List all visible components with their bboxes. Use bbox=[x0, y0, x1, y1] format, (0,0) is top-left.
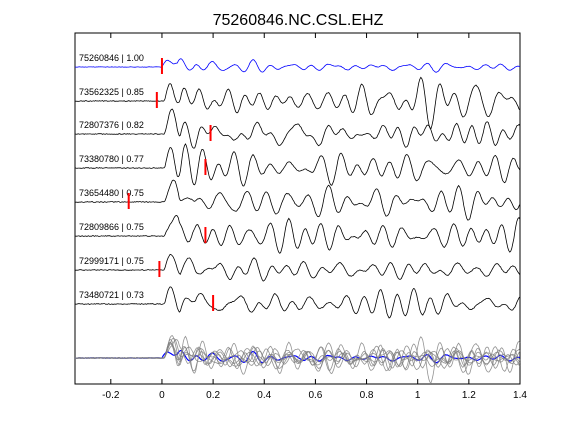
overlay-line-8 bbox=[74, 342, 521, 372]
x-tick-label-7: 1 bbox=[415, 390, 421, 401]
x-tick-label-4: 0.4 bbox=[257, 390, 271, 401]
plot-area bbox=[74, 32, 521, 385]
trace-line-1 bbox=[74, 58, 521, 73]
trace-line-4 bbox=[74, 143, 521, 187]
x-tick-label-5: 0.6 bbox=[308, 390, 322, 401]
x-tick-label-9: 1.4 bbox=[513, 390, 527, 401]
trace-label-5: 73654480 | 0.75 bbox=[79, 188, 144, 198]
stack-overlay-group bbox=[74, 334, 521, 384]
trace-label-1: 75260846 | 1.00 bbox=[79, 53, 144, 63]
x-axis: -0.2 0 0.2 0.4 0.6 0.8 1 1.2 1.4 bbox=[102, 33, 527, 401]
trace-label-6: 72809866 | 0.75 bbox=[79, 222, 144, 232]
trace-label-8: 73480721 | 0.73 bbox=[79, 290, 144, 300]
trace-line-7 bbox=[74, 253, 521, 282]
chart-title: 75260846.NC.CSL.EHZ bbox=[213, 12, 384, 29]
traces-group: 75260846 | 1.00 73562325 | 0.85 72807376 |… bbox=[74, 53, 521, 319]
x-tick-label-6: 0.8 bbox=[360, 390, 374, 401]
trace-line-8 bbox=[74, 286, 521, 319]
trace-label-2: 73562325 | 0.85 bbox=[79, 87, 144, 97]
trace-label-4: 73380780 | 0.77 bbox=[79, 154, 144, 164]
trace-line-2 bbox=[74, 76, 521, 130]
x-tick-label-1: -0.2 bbox=[102, 390, 120, 401]
trace-line-6 bbox=[74, 215, 521, 254]
trace-label-3: 72807376 | 0.82 bbox=[79, 120, 144, 130]
x-tick-label-8: 1.2 bbox=[462, 390, 476, 401]
trace-label-7: 72999171 | 0.75 bbox=[79, 256, 144, 266]
x-tick-label-3: 0.2 bbox=[206, 390, 220, 401]
trace-line-3 bbox=[74, 108, 521, 149]
x-tick-label-2: 0 bbox=[159, 390, 165, 401]
trace-line-5 bbox=[75, 179, 521, 221]
